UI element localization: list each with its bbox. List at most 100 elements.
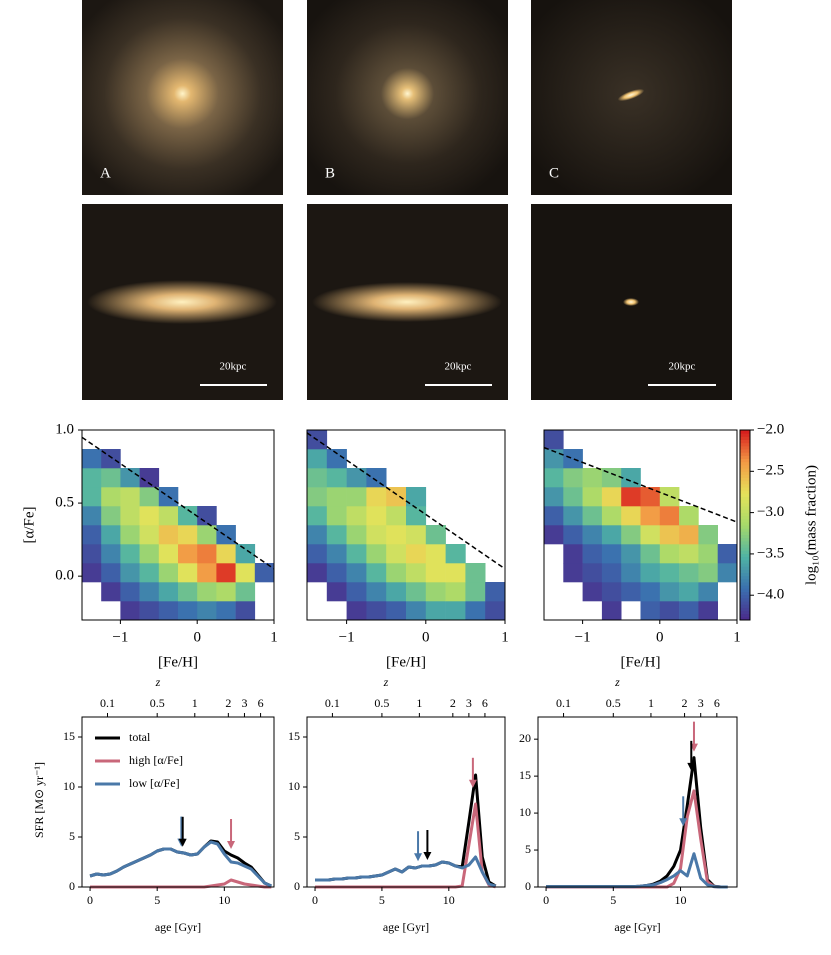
heatmap-cell	[640, 563, 661, 583]
median-arrow-head	[414, 853, 423, 862]
series-line	[89, 840, 272, 888]
colorbar-segment	[740, 550, 750, 554]
x-tick-label: 1	[501, 629, 509, 645]
heatmap-cell	[158, 506, 179, 526]
heatmap-cell	[659, 601, 680, 621]
heatmap-cell	[139, 563, 160, 583]
y-tick-label: 5	[69, 829, 75, 843]
heatmap-cell	[621, 487, 641, 507]
heatmap-cell	[698, 544, 718, 564]
heatmap-cell	[621, 582, 641, 602]
heatmap-cell	[158, 582, 179, 602]
heatmap-cell	[82, 487, 102, 507]
colorbar-segment	[740, 452, 750, 456]
heatmap-cell	[582, 468, 603, 488]
heatmap-cell	[366, 525, 387, 545]
heatmap-cell	[101, 582, 121, 602]
median-arrow-head	[178, 838, 187, 847]
heatmap-cell	[346, 468, 367, 488]
heatmap-cell	[120, 544, 140, 564]
colorbar-segment	[740, 458, 750, 463]
scale-bar-label: 20kpc	[220, 361, 247, 373]
heatmap-cell	[366, 468, 387, 488]
heatmap-cell	[120, 582, 140, 602]
heatmap-cell	[366, 544, 387, 564]
colorbar-segment	[740, 578, 750, 583]
scale-bar-label: 20kpc	[669, 361, 696, 373]
image-label: A	[100, 165, 111, 181]
colorbar-segment	[740, 544, 750, 548]
legend-label: low [α/Fe]	[129, 776, 180, 790]
x-tick-label: 1	[733, 629, 741, 645]
heatmap-cell	[216, 601, 236, 621]
median-arrow-head	[687, 762, 696, 771]
heatmap-cell	[485, 601, 506, 621]
heatmap-cell	[326, 563, 347, 583]
heatmap-cell	[120, 487, 140, 507]
heatmap-cell	[640, 601, 661, 621]
heatmap-cell	[101, 525, 121, 545]
heatmap-cell	[235, 544, 256, 564]
colorbar-segment	[740, 591, 750, 596]
heatmap-cell	[601, 563, 622, 583]
series-line	[90, 878, 272, 889]
heatmap-cell	[425, 525, 446, 545]
divider-line	[543, 446, 738, 523]
heatmap-cell	[366, 601, 387, 621]
heatmap-cell	[101, 563, 121, 583]
axes-frame	[537, 716, 738, 888]
heatmap-cell	[197, 544, 217, 564]
heatmap-cell	[425, 544, 446, 564]
axes-frame	[306, 716, 506, 888]
x-axis-label: age [Gyr]	[383, 920, 429, 934]
colorbar-segment	[740, 610, 750, 615]
x-axis-label: age [Gyr]	[614, 920, 660, 934]
colorbar-segment	[740, 461, 750, 466]
axes-frame	[543, 429, 738, 621]
heatmap-cell	[406, 582, 427, 602]
heatmap-cell	[235, 601, 256, 621]
colorbar-segment	[740, 607, 750, 611]
heatmap-cell	[139, 487, 160, 507]
heatmap-cell	[544, 506, 564, 526]
colorbar-segment	[740, 566, 750, 570]
colorbar-tick-label: −2.5	[757, 463, 784, 479]
heatmap-cell	[346, 601, 367, 621]
heatmap-cell	[406, 601, 427, 621]
divider-line	[306, 432, 506, 570]
heatmap-cell	[640, 487, 661, 507]
colorbar-segment	[740, 525, 750, 529]
heatmap-cell	[563, 525, 583, 545]
heatmap-cell	[82, 544, 102, 564]
heatmap-cell	[582, 506, 603, 526]
heatmap-cell	[366, 487, 387, 507]
colorbar-segment	[740, 455, 750, 459]
colorbar-segment	[740, 604, 750, 608]
heatmap-cell	[158, 525, 179, 545]
x-tick-label: −1	[112, 629, 128, 645]
y-tick-label: 10	[519, 805, 531, 819]
heatmap-cell	[216, 563, 236, 583]
axes-frame	[81, 716, 275, 888]
heatmap-cell	[386, 525, 407, 545]
heatmap-cell	[601, 506, 622, 526]
median-arrow-head	[468, 779, 477, 788]
x-tick-label: 1	[270, 629, 278, 645]
x-axis-label: age [Gyr]	[155, 920, 201, 934]
heatmap-cell	[406, 525, 427, 545]
heatmap-cell	[659, 506, 680, 526]
heatmap-cell	[621, 563, 641, 583]
z-tick-label: 6	[482, 696, 488, 710]
colorbar-segment	[740, 471, 750, 475]
colorbar-segment	[740, 572, 750, 577]
heatmap-cell	[307, 468, 328, 488]
galaxy-core	[617, 88, 645, 102]
heatmap-cell	[307, 544, 328, 564]
heatmap-cell	[346, 506, 367, 526]
colorbar-segment	[740, 585, 750, 589]
x-tick-label: 10	[675, 893, 687, 907]
colorbar-tick-label: −4.0	[757, 587, 784, 603]
heatmap-cell	[386, 487, 407, 507]
heatmap-cell	[445, 544, 466, 564]
heatmap-cell	[235, 563, 256, 583]
